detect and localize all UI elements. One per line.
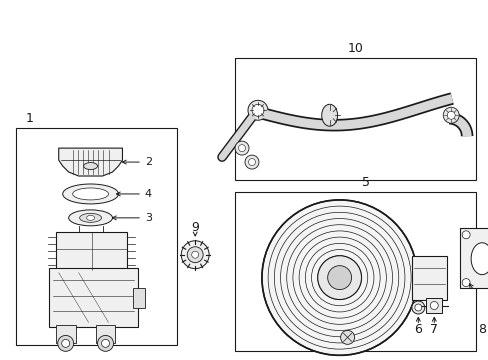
Ellipse shape xyxy=(411,301,424,314)
Bar xyxy=(133,288,145,307)
Ellipse shape xyxy=(235,141,248,155)
Bar xyxy=(426,298,441,314)
Ellipse shape xyxy=(73,188,108,200)
Ellipse shape xyxy=(447,111,454,119)
Ellipse shape xyxy=(247,100,267,120)
Ellipse shape xyxy=(414,304,421,311)
Ellipse shape xyxy=(98,336,113,351)
Ellipse shape xyxy=(244,155,259,169)
Ellipse shape xyxy=(191,251,198,258)
Circle shape xyxy=(461,231,469,239)
Text: 1: 1 xyxy=(26,112,34,125)
Circle shape xyxy=(340,330,354,345)
Bar xyxy=(56,232,127,270)
Bar xyxy=(235,58,475,180)
Ellipse shape xyxy=(68,210,112,226)
Bar xyxy=(411,256,447,300)
Ellipse shape xyxy=(62,184,118,204)
Ellipse shape xyxy=(238,145,245,152)
Text: 8: 8 xyxy=(477,323,485,337)
Ellipse shape xyxy=(187,247,203,263)
Ellipse shape xyxy=(83,163,98,170)
Ellipse shape xyxy=(61,339,69,347)
Ellipse shape xyxy=(181,241,209,269)
Ellipse shape xyxy=(58,336,74,351)
Bar xyxy=(16,128,177,345)
Circle shape xyxy=(262,200,416,355)
Ellipse shape xyxy=(429,302,437,310)
Text: 3: 3 xyxy=(112,213,152,223)
Ellipse shape xyxy=(248,159,255,166)
Circle shape xyxy=(317,256,361,300)
Ellipse shape xyxy=(86,215,94,220)
Text: 2: 2 xyxy=(122,157,152,167)
Ellipse shape xyxy=(321,104,337,126)
Polygon shape xyxy=(59,148,122,176)
Text: 7: 7 xyxy=(429,323,437,337)
Circle shape xyxy=(327,266,351,289)
Ellipse shape xyxy=(80,213,102,222)
Text: 6: 6 xyxy=(413,323,422,337)
Bar xyxy=(56,325,76,343)
Ellipse shape xyxy=(442,107,458,123)
Text: 9: 9 xyxy=(191,221,199,234)
Text: 5: 5 xyxy=(361,176,369,189)
Text: 10: 10 xyxy=(347,42,363,55)
Ellipse shape xyxy=(102,339,109,347)
Bar xyxy=(49,268,138,328)
Bar xyxy=(459,228,488,288)
Ellipse shape xyxy=(251,104,264,116)
Circle shape xyxy=(461,279,469,287)
Bar xyxy=(95,325,115,343)
Text: 4: 4 xyxy=(116,189,152,199)
Ellipse shape xyxy=(470,243,488,275)
Bar xyxy=(235,192,475,351)
